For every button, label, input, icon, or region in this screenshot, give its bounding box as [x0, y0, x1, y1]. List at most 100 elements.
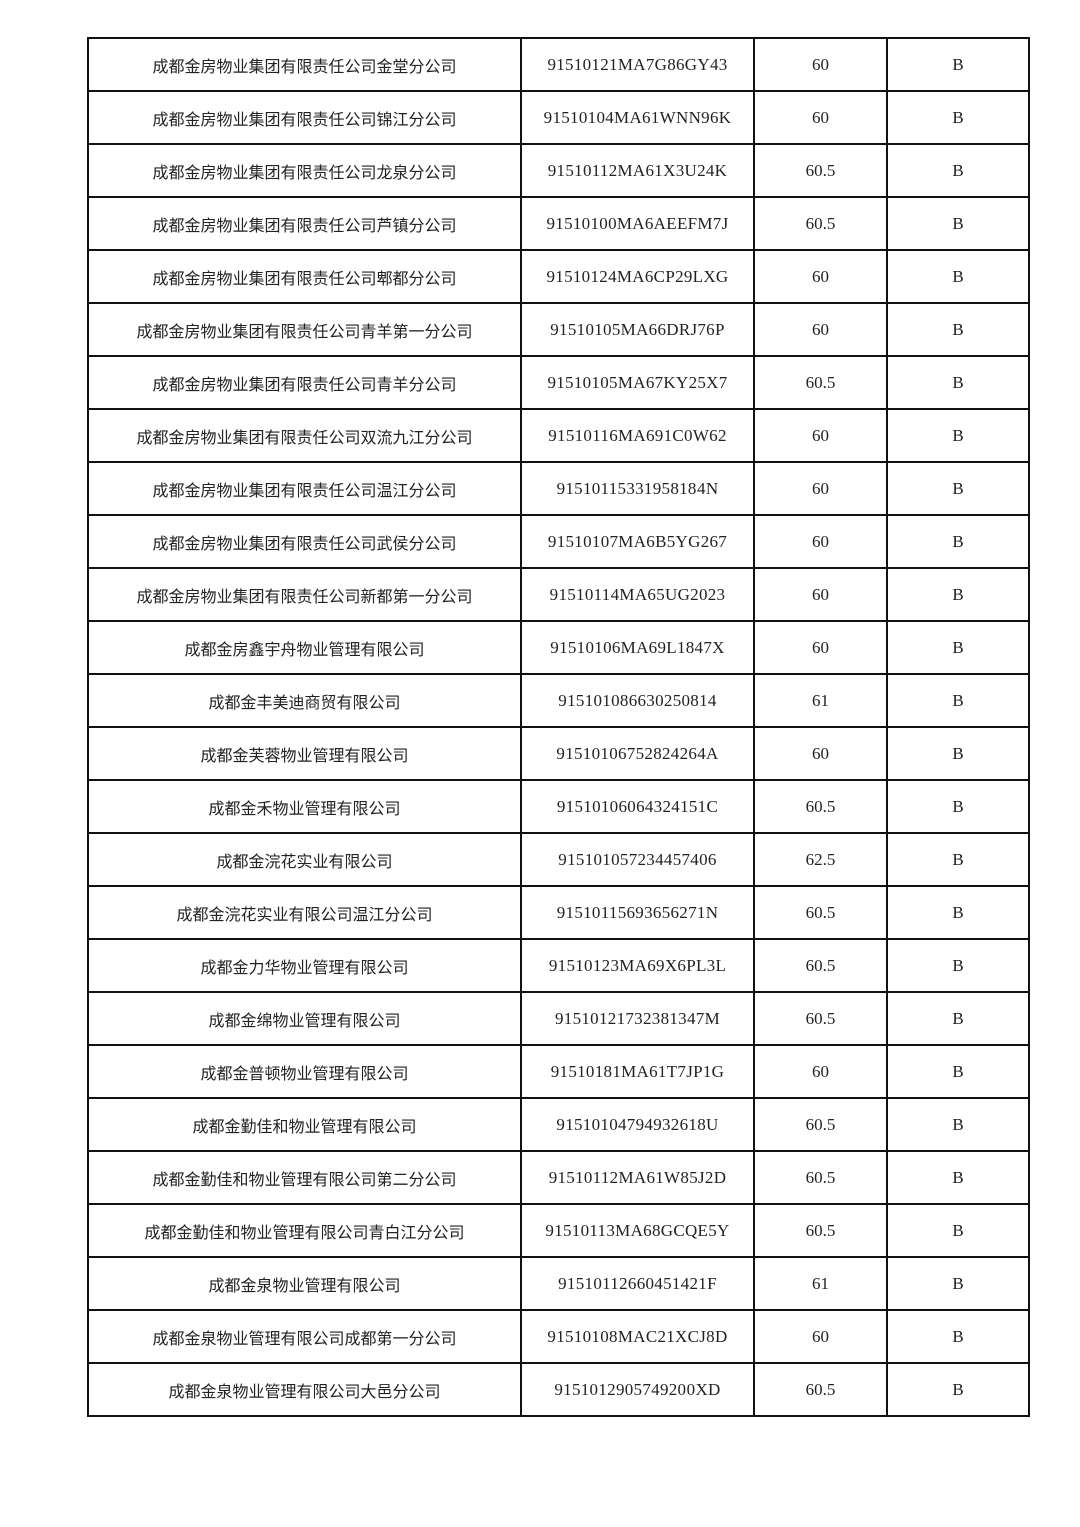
grade-cell: B	[886, 37, 1030, 92]
credit-code-cell: 91510112MA61X3U24K	[520, 143, 755, 198]
credit-code-cell: 91510106064324151C	[520, 779, 755, 834]
table-row: 成都金禾物业管理有限公司 91510106064324151C 60.5 B	[87, 779, 1030, 834]
company-name-cell: 成都金浣花实业有限公司温江分公司	[87, 885, 522, 940]
score-cell: 61	[753, 673, 888, 728]
table-row: 成都金浣花实业有限公司 915101057234457406 62.5 B	[87, 832, 1030, 887]
company-name-cell: 成都金房物业集团有限责任公司温江分公司	[87, 461, 522, 516]
company-name-cell: 成都金房物业集团有限责任公司龙泉分公司	[87, 143, 522, 198]
grade-cell: B	[886, 1256, 1030, 1311]
score-cell: 60	[753, 461, 888, 516]
score-cell: 60	[753, 514, 888, 569]
credit-code-cell: 91510106752824264A	[520, 726, 755, 781]
table-row: 成都金绵物业管理有限公司 91510121732381347M 60.5 B	[87, 991, 1030, 1046]
score-cell: 60	[753, 37, 888, 92]
grade-cell: B	[886, 90, 1030, 145]
credit-code-cell: 91510104794932618U	[520, 1097, 755, 1152]
credit-code-cell: 91510124MA6CP29LXG	[520, 249, 755, 304]
table-row: 成都金房物业集团有限责任公司青羊第一分公司 91510105MA66DRJ76P 6…	[87, 302, 1030, 357]
credit-code-cell: 91510115693656271N	[520, 885, 755, 940]
grade-cell: B	[886, 779, 1030, 834]
company-name-cell: 成都金房物业集团有限责任公司武侯分公司	[87, 514, 522, 569]
company-name-cell: 成都金房物业集团有限责任公司双流九江分公司	[87, 408, 522, 463]
table-row: 成都金丰美迪商贸有限公司 915101086630250814 61 B	[87, 673, 1030, 728]
company-name-cell: 成都金房鑫宇舟物业管理有限公司	[87, 620, 522, 675]
credit-code-cell: 91510112660451421F	[520, 1256, 755, 1311]
table-row: 成都金勤佳和物业管理有限公司青白江分公司 91510113MA68GCQE5Y 60…	[87, 1203, 1030, 1258]
company-name-cell: 成都金勤佳和物业管理有限公司	[87, 1097, 522, 1152]
company-name-cell: 成都金泉物业管理有限公司成都第一分公司	[87, 1309, 522, 1364]
credit-code-cell: 91510121732381347M	[520, 991, 755, 1046]
score-cell: 60.5	[753, 885, 888, 940]
table-row: 成都金泉物业管理有限公司 91510112660451421F 61 B	[87, 1256, 1030, 1311]
table-row: 成都金房物业集团有限责任公司龙泉分公司 91510112MA61X3U24K 60.…	[87, 143, 1030, 198]
grade-cell: B	[886, 408, 1030, 463]
company-name-cell: 成都金浣花实业有限公司	[87, 832, 522, 887]
score-cell: 60.5	[753, 779, 888, 834]
credit-code-cell: 91510108MAC21XCJ8D	[520, 1309, 755, 1364]
score-cell: 60.5	[753, 1097, 888, 1152]
company-name-cell: 成都金力华物业管理有限公司	[87, 938, 522, 993]
grade-cell: B	[886, 249, 1030, 304]
table-row: 成都金房物业集团有限责任公司青羊分公司 91510105MA67KY25X7 60.…	[87, 355, 1030, 410]
grade-cell: B	[886, 1362, 1030, 1417]
grade-cell: B	[886, 1150, 1030, 1205]
credit-code-cell: 91510100MA6AEEFM7J	[520, 196, 755, 251]
table-row: 成都金房鑫宇舟物业管理有限公司 91510106MA69L1847X 60 B	[87, 620, 1030, 675]
score-cell: 60	[753, 620, 888, 675]
table-row: 成都金房物业集团有限责任公司温江分公司 9151011533195818 4N 60…	[87, 461, 1030, 516]
company-name-cell: 成都金绵物业管理有限公司	[87, 991, 522, 1046]
score-cell: 60.5	[753, 938, 888, 993]
credit-rating-table: 成都金房物业集团有限责任公司金堂分公司 91510121MA7G86GY43 60 B…	[87, 37, 1030, 1417]
company-name-cell: 成都金勤佳和物业管理有限公司青白江分公司	[87, 1203, 522, 1258]
grade-cell: B	[886, 355, 1030, 410]
grade-cell: B	[886, 461, 1030, 516]
grade-cell: B	[886, 1309, 1030, 1364]
company-name-cell: 成都金房物业集团有限责任公司锦江分公司	[87, 90, 522, 145]
score-cell: 60.5	[753, 143, 888, 198]
table-row: 成都金泉物业管理有限公司大邑分公司 915101290574920 0XD 60.5…	[87, 1362, 1030, 1417]
company-name-cell: 成都金禾物业管理有限公司	[87, 779, 522, 834]
score-cell: 60	[753, 1309, 888, 1364]
credit-code-cell: 91510113MA68GCQE5Y	[520, 1203, 755, 1258]
table-row: 成都金勤佳和物业管理有限公司第二分公司 91510112MA61W85J2D 60.…	[87, 1150, 1030, 1205]
table-row: 成都金房物业集团有限责任公司双流九江分公司 91510116MA691C0W62 6…	[87, 408, 1030, 463]
company-name-cell: 成都金泉物业管理有限公司	[87, 1256, 522, 1311]
score-cell: 61	[753, 1256, 888, 1311]
table-row: 成都金房物业集团有限责任公司芦镇分公司 91510100MA6AEEFM7J 60.…	[87, 196, 1030, 251]
credit-code-cell: 91510112MA61W85J2D	[520, 1150, 755, 1205]
grade-cell: B	[886, 1097, 1030, 1152]
score-cell: 60	[753, 567, 888, 622]
table-row: 成都金浣花实业有限公司温江分公司 91510115693656271N 60.5 B	[87, 885, 1030, 940]
table-row: 成都金房物业集团有限责任公司郫都分公司 91510124MA6CP29LXG 60 B	[87, 249, 1030, 304]
score-cell: 60	[753, 726, 888, 781]
score-cell: 60	[753, 249, 888, 304]
table-body: 成都金房物业集团有限责任公司金堂分公司 91510121MA7G86GY43 60 B…	[87, 37, 1030, 1417]
score-cell: 60.5	[753, 355, 888, 410]
company-name-cell: 成都金房物业集团有限责任公司青羊第一分公司	[87, 302, 522, 357]
score-cell: 60.5	[753, 1150, 888, 1205]
table-row: 成都金房物业集团有限责任公司武侯分公司 91510107MA6B5YG267 60 B	[87, 514, 1030, 569]
grade-cell: B	[886, 620, 1030, 675]
table-row: 成都金力华物业管理有限公司 91510123MA69X6PL3L 60.5 B	[87, 938, 1030, 993]
grade-cell: B	[886, 567, 1030, 622]
score-cell: 60.5	[753, 1362, 888, 1417]
credit-code-cell: 91510105MA67KY25X7	[520, 355, 755, 410]
credit-code-cell: 915101086630250814	[520, 673, 755, 728]
credit-code-cell: 91510121MA7G86GY43	[520, 37, 755, 92]
score-cell: 62.5	[753, 832, 888, 887]
grade-cell: B	[886, 991, 1030, 1046]
company-name-cell: 成都金勤佳和物业管理有限公司第二分公司	[87, 1150, 522, 1205]
credit-code-cell: 91510107MA6B5YG267	[520, 514, 755, 569]
score-cell: 60.5	[753, 196, 888, 251]
grade-cell: B	[886, 938, 1030, 993]
score-cell: 60.5	[753, 1203, 888, 1258]
credit-code-cell: 91510106MA69L1847X	[520, 620, 755, 675]
credit-code-cell: 915101290574920 0XD	[520, 1362, 755, 1417]
score-cell: 60.5	[753, 991, 888, 1046]
grade-cell: B	[886, 143, 1030, 198]
company-name-cell: 成都金房物业集团有限责任公司金堂分公司	[87, 37, 522, 92]
table-row: 成都金泉物业管理有限公司成都第一分公司 91510108MAC21XCJ8D 60 B	[87, 1309, 1030, 1364]
credit-code-cell: 91510104MA61WNN96K	[520, 90, 755, 145]
credit-code-cell: 91510114MA65UG2023	[520, 567, 755, 622]
table-row: 成都金房物业集团有限责任公司锦江分公司 91510104MA61WNN96K 60 B	[87, 90, 1030, 145]
